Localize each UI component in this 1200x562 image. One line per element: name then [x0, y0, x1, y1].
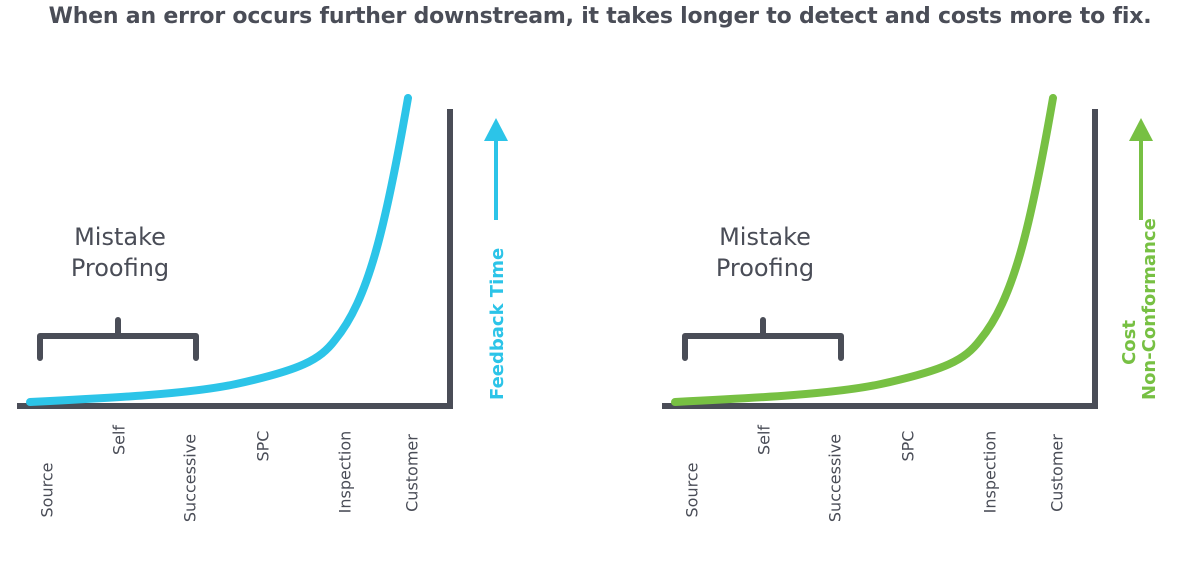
curly-bracket-icon [682, 317, 844, 361]
cost-nonconformance-panel: Cost Non-Conformance Source Self Success… [645, 0, 1200, 562]
axis-title-non-conformance: Non-Conformance [1139, 218, 1160, 400]
tick-label-successive: Successive [826, 434, 845, 522]
tick-label-customer: Customer [1048, 434, 1067, 512]
tick-label-customer: Customer [403, 434, 422, 512]
tick-label-self: Self [110, 425, 129, 455]
mistake-proofing-line1: Mistake [74, 223, 166, 251]
page-headline: When an error occurs further downstream,… [48, 4, 1152, 29]
tick-label-successive: Successive [181, 434, 200, 522]
tick-label-source: Source [38, 463, 57, 518]
tick-label-inspection: Inspection [981, 431, 1000, 514]
axis-title-feedback-time: Feedback Time [487, 248, 508, 400]
feedback-time-curve [26, 94, 412, 406]
mistake-proofing-label: Mistake Proofing [20, 222, 220, 284]
curly-bracket-icon [37, 317, 199, 361]
cost-nonconformance-diagram: Cost Non-Conformance Source Self Success… [662, 94, 1160, 522]
feedback-time-diagram: Feedback Time Source Self Successive SPC… [17, 94, 508, 522]
tick-label-spc: SPC [254, 431, 273, 462]
mistake-proofing-label: Mistake Proofing [665, 222, 865, 284]
feedback-time-panel: Feedback Time Source Self Successive SPC… [17, 94, 508, 522]
axis-frame [662, 109, 1098, 409]
mistake-proofing-line1: Mistake [719, 223, 811, 251]
cost-curve [671, 94, 1057, 406]
mistake-proofing-line2: Proofing [715, 254, 815, 282]
tick-label-spc: SPC [899, 431, 918, 462]
up-arrow-icon [484, 118, 508, 141]
tick-label-inspection: Inspection [336, 431, 355, 514]
up-arrow-icon [1129, 118, 1153, 141]
mistake-proofing-line2: Proofing [70, 254, 170, 282]
axis-frame [17, 109, 453, 409]
tick-label-source: Source [683, 463, 702, 518]
tick-label-self: Self [755, 425, 774, 455]
axis-title-cost: Cost [1119, 320, 1140, 365]
